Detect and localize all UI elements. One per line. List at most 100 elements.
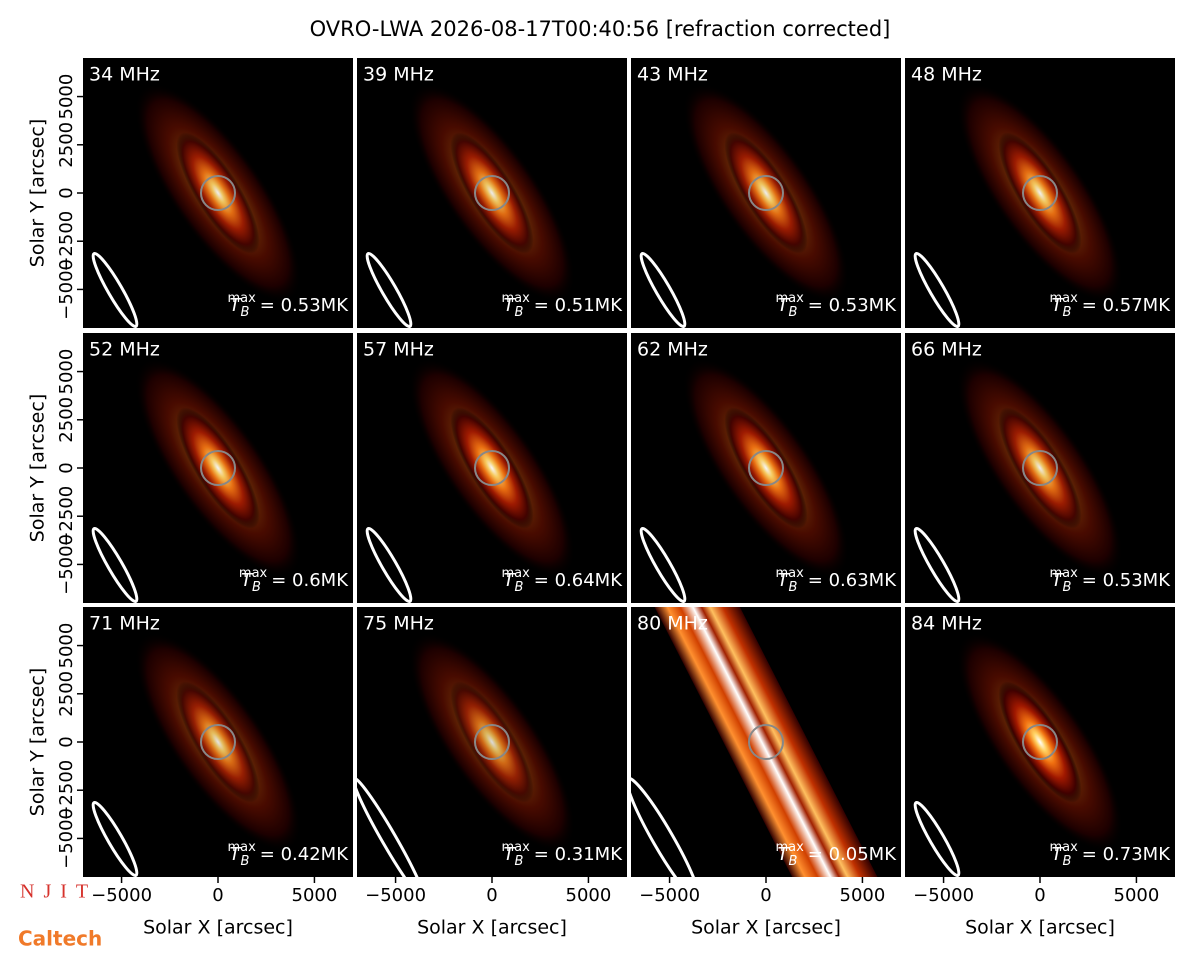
subscript: B: [252, 580, 261, 595]
solar-disk: [1022, 175, 1058, 211]
symbol: T: [1052, 295, 1065, 316]
emission: [450, 132, 534, 254]
panel-title: 39 MHz: [363, 64, 434, 86]
emission: [176, 681, 260, 803]
x-tick-label: 5000: [840, 885, 886, 906]
panel-title: 71 MHz: [89, 613, 160, 635]
x-tick-label: −5000: [365, 885, 426, 906]
emission: [631, 607, 901, 877]
beam: [913, 800, 961, 877]
panel: [905, 58, 1175, 328]
brightness-annotation: TBmax = 0.42MK: [227, 840, 349, 869]
panel-title: 48 MHz: [911, 64, 982, 86]
panel-title: 75 MHz: [363, 613, 434, 635]
x-tick-label: 0: [1034, 885, 1045, 906]
emission: [450, 681, 534, 803]
value-label: = 0.64MK: [534, 570, 623, 591]
y-tick-label: −5000: [56, 259, 77, 320]
superscript: max: [775, 840, 804, 855]
solar-disk: [1022, 450, 1058, 486]
y-tick-label: −5000: [56, 534, 77, 595]
brightness-annotation: TBmax = 0.63MK: [775, 566, 897, 595]
panel: [357, 333, 627, 603]
symbol: T: [504, 844, 517, 865]
x-tick-label: −5000: [639, 885, 700, 906]
panel: [357, 607, 627, 877]
panel: [631, 58, 901, 328]
value-label: = 0.42MK: [260, 844, 349, 865]
x-tick-label: 5000: [1114, 885, 1160, 906]
brightness-annotation: TBmax = 0.53MK: [775, 291, 897, 320]
x-tick-label: 5000: [566, 885, 612, 906]
x-tick-label: 0: [212, 885, 223, 906]
figure-title: OVRO-LWA 2026-08-17T00:40:56 [refraction…: [310, 17, 891, 41]
panel: [357, 58, 627, 328]
emission: [998, 132, 1082, 254]
value-label: = 0.53MK: [808, 295, 897, 316]
superscript: max: [501, 291, 530, 306]
beam: [639, 251, 687, 328]
panel-title: 62 MHz: [637, 339, 708, 361]
superscript: max: [775, 566, 804, 581]
solar-disk: [200, 175, 236, 211]
value-label: = 0.51MK: [534, 295, 623, 316]
superscript: max: [239, 566, 268, 581]
y-tick-label: 5000: [56, 623, 77, 669]
beam: [365, 251, 413, 328]
subscript: B: [1063, 580, 1072, 595]
panel-title: 57 MHz: [363, 339, 434, 361]
solar-disk: [474, 724, 510, 760]
solar-disk: [200, 450, 236, 486]
y-tick-label: −2500: [56, 760, 77, 821]
subscript: B: [515, 580, 524, 595]
y-tick-label: 2500: [56, 397, 77, 443]
x-axis-label: Solar X [arcsec]: [143, 917, 293, 939]
brightness-annotation: TBmax = 0.53MK: [1049, 566, 1171, 595]
y-tick-label: 2500: [56, 671, 77, 717]
y-axis-label: Solar Y [arcsec]: [27, 668, 49, 816]
solar-disk: [1022, 724, 1058, 760]
y-tick-label: 0: [56, 462, 77, 473]
beam: [91, 800, 139, 877]
y-tick-label: −2500: [56, 211, 77, 272]
symbol: T: [230, 295, 243, 316]
beam: [91, 526, 139, 603]
x-tick-label: −5000: [913, 885, 974, 906]
panel-title: 52 MHz: [89, 339, 160, 361]
emission: [724, 407, 808, 529]
x-tick-label: 0: [486, 885, 497, 906]
symbol: T: [504, 295, 517, 316]
x-axis-label: Solar X [arcsec]: [965, 917, 1115, 939]
x-tick-label: 5000: [292, 885, 338, 906]
symbol: T: [778, 844, 791, 865]
superscript: max: [1049, 840, 1078, 855]
brightness-annotation: TBmax = 0.64MK: [501, 566, 623, 595]
x-axis-label: Solar X [arcsec]: [417, 917, 567, 939]
y-axis-label: Solar Y [arcsec]: [27, 394, 49, 542]
logo-njit: NJIT: [20, 881, 97, 903]
subscript: B: [789, 305, 798, 320]
brightness-annotation: TBmax = 0.6MK: [239, 566, 349, 595]
brightness-annotation: TBmax = 0.53MK: [227, 291, 349, 320]
y-axis-label: Solar Y [arcsec]: [27, 119, 49, 267]
panel: [83, 607, 353, 877]
solar-disk: [474, 450, 510, 486]
y-tick-label: 5000: [56, 74, 77, 120]
beam: [365, 526, 413, 603]
solar-disk: [200, 724, 236, 760]
symbol: T: [504, 570, 517, 591]
subscript: B: [241, 305, 250, 320]
beam: [639, 526, 687, 603]
value-label: = 0.53MK: [260, 295, 349, 316]
panel-title: 34 MHz: [89, 64, 160, 86]
superscript: max: [1049, 566, 1078, 581]
beam: [91, 251, 139, 328]
symbol: T: [778, 295, 791, 316]
panel: [905, 333, 1175, 603]
value-label: = 0.05MK: [808, 844, 897, 865]
superscript: max: [227, 840, 256, 855]
superscript: max: [775, 291, 804, 306]
y-tick-label: 0: [56, 187, 77, 198]
y-tick-label: 5000: [56, 349, 77, 395]
